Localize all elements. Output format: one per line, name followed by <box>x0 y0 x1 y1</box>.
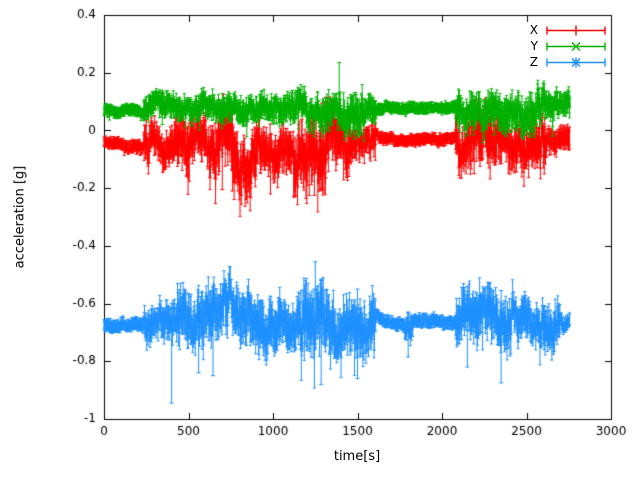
legend-item: Y <box>530 38 607 54</box>
legend-label: X <box>529 23 538 37</box>
legend-label: Y <box>530 39 538 53</box>
star-errorbar-sample-icon <box>546 57 606 67</box>
plus-errorbar-sample-icon <box>546 25 606 35</box>
legend-item: X <box>530 22 607 38</box>
cross-errorbar-sample-icon <box>546 41 606 51</box>
legend-label: Z <box>529 55 538 69</box>
legend-item: Z <box>530 54 607 70</box>
y-axis-label: acceleration [g] <box>12 165 28 269</box>
x-axis-label: time[s] <box>333 449 381 464</box>
